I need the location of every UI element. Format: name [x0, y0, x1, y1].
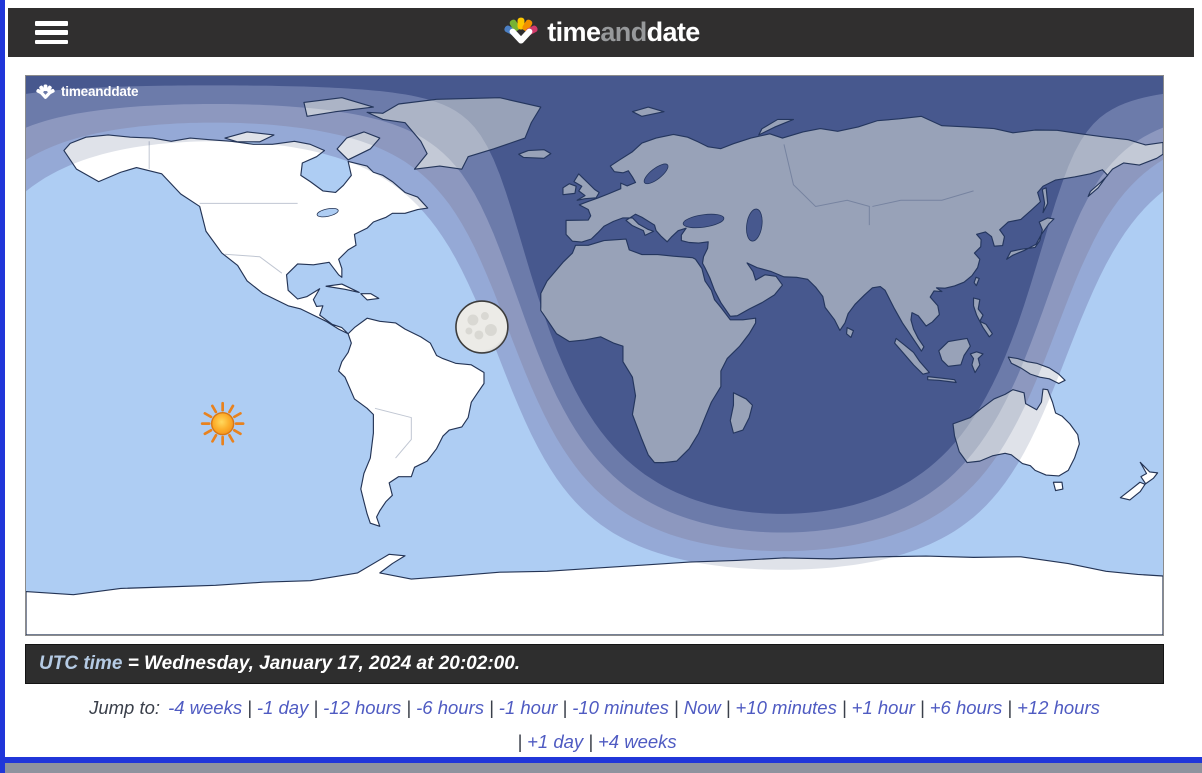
jump-separator: | [562, 697, 568, 718]
map-watermark: timeanddate [35, 82, 139, 101]
jump-link-6-hours[interactable]: +6 hours [929, 697, 1003, 718]
menu-bar [35, 21, 68, 26]
jump-link-12-hours[interactable]: +12 hours [1017, 697, 1100, 718]
jump-link-10-minutes[interactable]: +10 minutes [735, 697, 837, 718]
jump-link-12-hours[interactable]: -12 hours [323, 697, 402, 718]
jump-link-1-hour[interactable]: -1 hour [498, 697, 558, 718]
day-night-world-map[interactable]: timeanddate [25, 75, 1164, 636]
jump-link-4-weeks[interactable]: -4 weeks [168, 697, 243, 718]
sun-icon [200, 401, 245, 446]
site-logo[interactable]: timeanddate [8, 8, 1194, 57]
jump-separator: | [673, 697, 679, 718]
site-logo-text: timeanddate [547, 17, 700, 47]
menu-bar [35, 39, 68, 44]
jump-separator: | [313, 697, 319, 718]
bottom-frame-edge [5, 763, 1202, 773]
jump-separator: | [406, 697, 412, 718]
jump-link-10-minutes[interactable]: -10 minutes [572, 697, 669, 718]
jump-separator: | [488, 697, 494, 718]
jump-link-1-hour[interactable]: +1 hour [851, 697, 915, 718]
map-watermark-text: timeanddate [60, 84, 139, 100]
timeanddate-logo-icon-white [35, 82, 56, 101]
jump-links-row-1: Jump to: -4 weeks | -1 day | -12 hours | -6 hou… [25, 697, 1164, 719]
world-map-svg[interactable] [26, 76, 1163, 635]
utc-time-bar: UTC time = Wednesday, January 17, 2024 a… [25, 644, 1164, 684]
menu-bar [35, 30, 68, 35]
jump-link-now[interactable]: Now [683, 697, 721, 718]
jump-link-1-day[interactable]: +1 day [527, 731, 584, 752]
jump-link-1-day[interactable]: -1 day [256, 697, 309, 718]
moon-icon [455, 300, 509, 354]
jump-link-4-weeks[interactable]: +4 weeks [598, 731, 677, 752]
utc-time-label: UTC time [39, 653, 123, 674]
jump-to-label: Jump to: [89, 697, 161, 718]
jump-separator: | [247, 697, 252, 718]
menu-button[interactable] [35, 21, 68, 44]
jump-separator: | [919, 697, 925, 718]
bottom-frame-accent [5, 757, 1202, 763]
utc-time-value: = Wednesday, January 17, 2024 at 20:02:0… [127, 653, 521, 674]
jump-link-6-hours[interactable]: -6 hours [416, 697, 484, 718]
jump-separator: | [725, 697, 731, 718]
continents-layer [26, 97, 1163, 635]
jump-separator: | [588, 731, 593, 752]
timeanddate-logo-icon [502, 13, 540, 53]
site-header: timeanddate [8, 8, 1194, 57]
jump-links-row-2: | +1 day | +4 weeks [25, 731, 1164, 753]
jump-separator: | [841, 697, 847, 718]
jump-separator: | [1007, 697, 1013, 718]
jump-separator: | [517, 731, 523, 752]
